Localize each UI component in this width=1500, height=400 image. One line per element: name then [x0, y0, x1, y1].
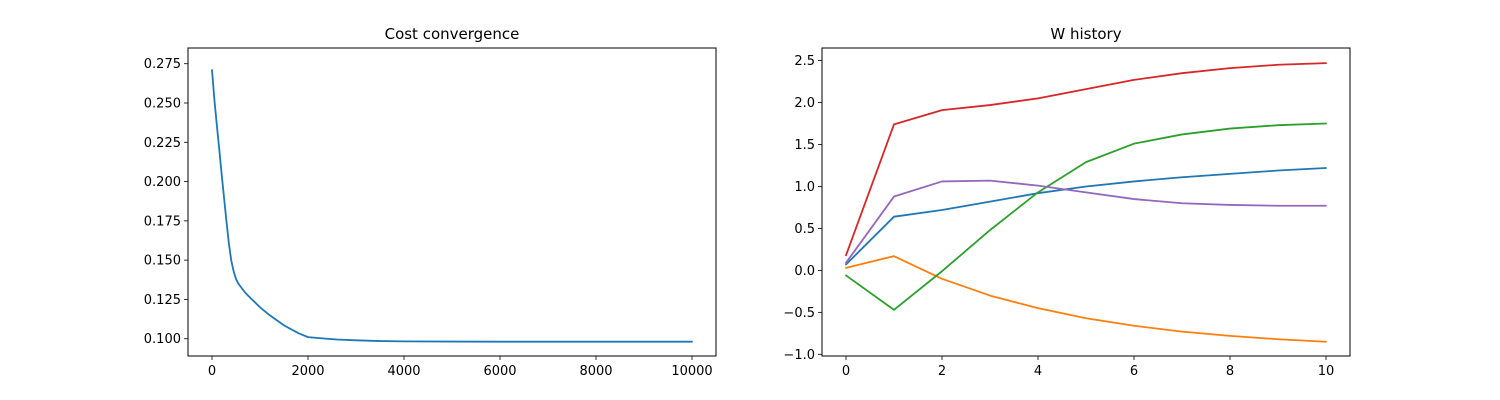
x-tick-label: 4	[1034, 364, 1042, 379]
cost-convergence-chart: Cost convergence 0.100 0.125 0.150 0.175 0.2…	[144, 25, 717, 379]
y-tick-label: 0.250	[144, 97, 181, 112]
w-history-chart: W history −1.0 −0.5 0.0 0.5 1.0 1.5 2.0 2.5 0 2 4…	[783, 25, 1351, 379]
series-line-0	[845, 167, 1327, 266]
y-tick-label: 0.200	[144, 175, 181, 190]
x-axis-ticks: 0 2 4 6 8 10	[842, 356, 1334, 379]
y-tick-label: 0.125	[144, 293, 181, 308]
x-axis-ticks: 0 2000 4000 6000 8000 10000	[208, 356, 713, 379]
x-tick-label: 0	[208, 364, 216, 379]
chart-title: Cost convergence	[385, 25, 520, 43]
x-tick-label: 10	[1318, 364, 1335, 379]
axes-frame	[821, 47, 1351, 357]
chart-title: W history	[1050, 25, 1121, 43]
x-tick-label: 8	[1226, 364, 1234, 379]
series-line-4	[845, 179, 1327, 264]
x-tick-label: 10000	[671, 364, 712, 379]
y-tick-label: 2.5	[794, 54, 815, 69]
y-tick-label: −0.5	[783, 306, 815, 321]
series-group	[211, 69, 693, 343]
y-tick-label: 0.5	[794, 222, 815, 237]
y-tick-label: 0.100	[144, 332, 181, 347]
series-line-2	[845, 122, 1327, 311]
y-tick-label: 0.150	[144, 254, 181, 269]
y-tick-label: 0.0	[794, 264, 815, 279]
series-line-0	[211, 69, 693, 343]
x-tick-label: 2	[938, 364, 946, 379]
axes-frame	[187, 47, 717, 357]
x-tick-label: 6000	[483, 364, 516, 379]
y-tick-label: 2.0	[794, 96, 815, 111]
series-line-1	[845, 255, 1327, 343]
y-axis-ticks: 0.100 0.125 0.150 0.175 0.200 0.225 0.250 0.275	[144, 57, 188, 347]
y-tick-label: 0.175	[144, 214, 181, 229]
y-tick-label: 1.0	[794, 180, 815, 195]
y-tick-label: 1.5	[794, 138, 815, 153]
y-tick-label: 0.225	[144, 136, 181, 151]
x-tick-label: 2000	[291, 364, 324, 379]
x-tick-label: 8000	[579, 364, 612, 379]
x-tick-label: 6	[1130, 364, 1138, 379]
y-tick-label: 0.275	[144, 57, 181, 72]
series-line-3	[845, 62, 1327, 257]
y-tick-label: −1.0	[783, 348, 815, 363]
series-group	[845, 62, 1327, 343]
x-tick-label: 0	[842, 364, 850, 379]
y-axis-ticks: −1.0 −0.5 0.0 0.5 1.0 1.5 2.0 2.5	[783, 54, 822, 363]
x-tick-label: 4000	[387, 364, 420, 379]
